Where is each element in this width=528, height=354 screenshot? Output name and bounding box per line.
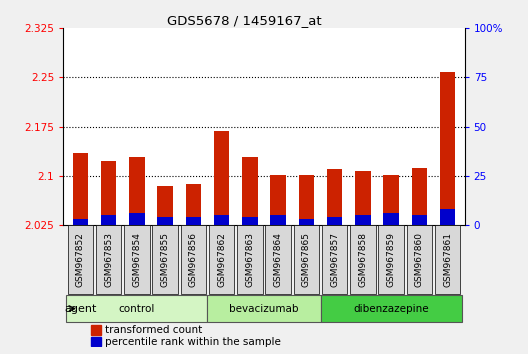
Text: agent: agent xyxy=(64,304,96,314)
FancyBboxPatch shape xyxy=(435,225,460,294)
Text: GSM967858: GSM967858 xyxy=(359,232,367,287)
Bar xyxy=(242,158,258,225)
Bar xyxy=(72,219,88,225)
FancyBboxPatch shape xyxy=(294,225,319,294)
Text: GSM967864: GSM967864 xyxy=(274,232,282,287)
Text: GSM967863: GSM967863 xyxy=(246,232,254,287)
FancyBboxPatch shape xyxy=(181,225,206,294)
FancyBboxPatch shape xyxy=(407,225,432,294)
Bar xyxy=(412,168,427,225)
FancyBboxPatch shape xyxy=(266,225,291,294)
Text: transformed count: transformed count xyxy=(106,325,203,335)
Text: GSM967865: GSM967865 xyxy=(302,232,311,287)
FancyBboxPatch shape xyxy=(96,225,121,294)
Bar xyxy=(72,153,88,225)
Bar xyxy=(270,175,286,225)
Bar xyxy=(383,175,399,225)
Bar xyxy=(412,215,427,225)
Text: GSM967860: GSM967860 xyxy=(415,232,424,287)
Bar xyxy=(383,213,399,225)
Text: control: control xyxy=(119,304,155,314)
FancyBboxPatch shape xyxy=(153,225,178,294)
Bar xyxy=(157,217,173,225)
Bar xyxy=(355,171,371,225)
FancyBboxPatch shape xyxy=(66,295,208,322)
FancyBboxPatch shape xyxy=(208,295,320,322)
Bar xyxy=(299,219,314,225)
Text: GSM967854: GSM967854 xyxy=(133,232,142,287)
Text: GSM967856: GSM967856 xyxy=(189,232,198,287)
Bar xyxy=(101,215,116,225)
Text: GSM967853: GSM967853 xyxy=(104,232,113,287)
FancyBboxPatch shape xyxy=(68,225,93,294)
Bar xyxy=(129,158,145,225)
Text: GSM967861: GSM967861 xyxy=(443,232,452,287)
Bar xyxy=(242,217,258,225)
Bar xyxy=(270,215,286,225)
Bar xyxy=(355,215,371,225)
Bar xyxy=(214,215,229,225)
Bar xyxy=(91,325,101,335)
Bar xyxy=(185,217,201,225)
Bar xyxy=(91,337,101,347)
Bar xyxy=(129,213,145,225)
Bar xyxy=(157,185,173,225)
Bar xyxy=(440,209,456,225)
Bar xyxy=(214,131,229,225)
FancyBboxPatch shape xyxy=(209,225,234,294)
Bar xyxy=(327,217,343,225)
Bar xyxy=(101,161,116,225)
Text: GSM967859: GSM967859 xyxy=(386,232,395,287)
FancyBboxPatch shape xyxy=(124,225,149,294)
Text: bevacizumab: bevacizumab xyxy=(229,304,299,314)
Title: GDS5678 / 1459167_at: GDS5678 / 1459167_at xyxy=(167,14,321,27)
FancyBboxPatch shape xyxy=(320,295,462,322)
FancyBboxPatch shape xyxy=(379,225,404,294)
Text: percentile rank within the sample: percentile rank within the sample xyxy=(106,337,281,347)
FancyBboxPatch shape xyxy=(350,225,375,294)
Bar xyxy=(440,72,456,225)
Bar xyxy=(299,175,314,225)
Bar xyxy=(327,169,343,225)
Text: GSM967855: GSM967855 xyxy=(161,232,169,287)
Text: GSM967857: GSM967857 xyxy=(330,232,339,287)
Text: GSM967852: GSM967852 xyxy=(76,232,85,287)
FancyBboxPatch shape xyxy=(322,225,347,294)
Bar xyxy=(185,184,201,225)
FancyBboxPatch shape xyxy=(237,225,262,294)
Text: dibenzazepine: dibenzazepine xyxy=(353,304,429,314)
Text: GSM967862: GSM967862 xyxy=(217,232,226,287)
